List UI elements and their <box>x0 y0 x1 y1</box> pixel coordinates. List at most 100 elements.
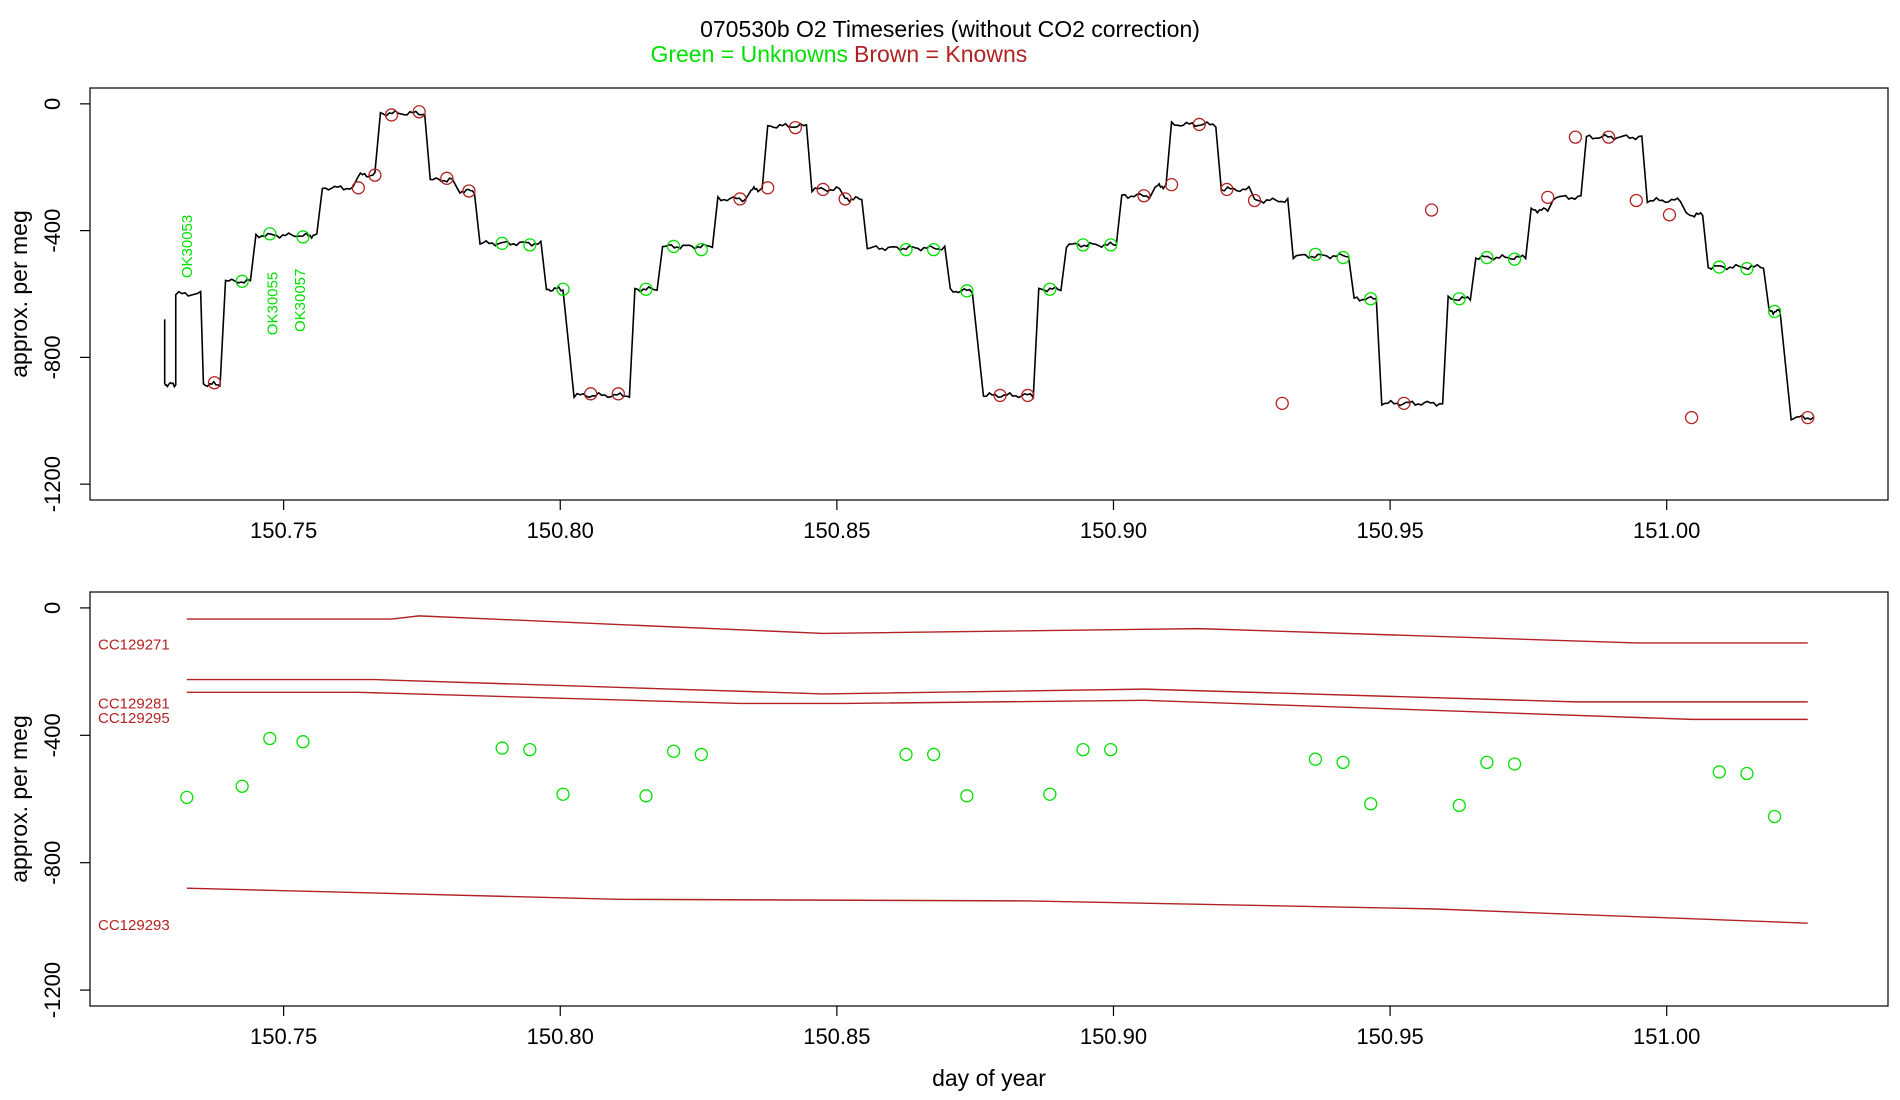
unknown-point <box>639 789 653 803</box>
unknown-point <box>667 239 681 254</box>
sample-annotation: OK30055 <box>265 272 282 335</box>
legend-knowns: Brown = Knowns <box>854 41 1027 67</box>
x-tick-label: 150.95 <box>1356 1024 1423 1049</box>
x-tick-label: 150.95 <box>1356 518 1423 543</box>
known-point <box>1275 396 1289 410</box>
known-point <box>1568 130 1583 144</box>
sample-annotation: OK30057 <box>292 269 309 332</box>
unknown-point <box>235 274 249 288</box>
y-tick-label: 0 <box>40 98 65 110</box>
unknown-point <box>1740 766 1754 781</box>
x-tick-label: 150.75 <box>250 518 317 543</box>
unknown-point <box>899 747 913 762</box>
y-tick-label: -1200 <box>40 962 65 1018</box>
known-standard-line <box>186 691 1808 721</box>
plot-frame <box>89 87 1889 501</box>
known-point <box>1684 410 1699 425</box>
unknown-point <box>1104 742 1118 757</box>
unknown-point <box>556 787 570 801</box>
known-point <box>816 182 830 197</box>
known-point <box>412 105 426 119</box>
known-point <box>788 120 803 135</box>
x-tick-label: 150.75 <box>250 1024 317 1049</box>
unknown-point <box>263 227 277 241</box>
unknown-point <box>1767 809 1782 824</box>
unknown-point <box>1364 292 1378 306</box>
known-point <box>1192 117 1206 132</box>
unknown-point <box>296 230 310 244</box>
known-point <box>462 184 476 198</box>
known-point <box>440 171 454 185</box>
unknown-point <box>1308 247 1323 262</box>
known-point <box>1137 189 1151 203</box>
unknown-point <box>495 741 509 755</box>
y-tick-label: -400 <box>40 713 65 757</box>
unknown-point <box>1480 755 1494 770</box>
known-standard-label: CC129295 <box>98 710 170 727</box>
known-point <box>368 168 382 182</box>
known-standard-line <box>186 615 1808 644</box>
unknown-point <box>1452 798 1466 813</box>
known-point <box>1424 203 1439 217</box>
known-point <box>351 181 365 195</box>
data-trace <box>164 109 1814 421</box>
bottom-panel: 150.75 150.80 150.85 150.90 150.95 151.00 0 -40… <box>6 591 1889 1091</box>
legend-unknowns: Green = Unknowns <box>650 41 848 67</box>
x-tick-label: 150.85 <box>803 518 870 543</box>
known-point <box>1629 193 1643 208</box>
x-tick-label: 151.00 <box>1633 1024 1700 1049</box>
known-standard-label: CC129271 <box>98 637 170 654</box>
known-point <box>761 181 775 195</box>
known-point <box>1801 410 1815 425</box>
unknown-point <box>899 242 913 257</box>
unknown-point <box>1767 304 1782 319</box>
known-point <box>384 108 399 122</box>
unknown-point <box>523 742 537 757</box>
unknown-point <box>1507 252 1522 266</box>
unknown-point <box>1364 797 1378 811</box>
known-point <box>1247 193 1262 208</box>
unknown-point <box>667 744 681 758</box>
known-point <box>584 387 598 401</box>
known-point <box>207 376 222 390</box>
unknown-point <box>1740 261 1754 276</box>
y-tick-label: -800 <box>40 841 65 885</box>
unknown-point <box>1308 752 1323 766</box>
unknown-point <box>1712 765 1726 779</box>
sample-annotation: OK30053 <box>179 215 196 278</box>
x-tick-label: 150.80 <box>527 1024 594 1049</box>
unknown-point <box>960 789 974 803</box>
known-point <box>1541 190 1555 204</box>
known-standard-line <box>186 887 1808 924</box>
unknown-point <box>1076 742 1090 757</box>
unknown-point <box>1043 282 1057 296</box>
chart-title: 070530b O2 Timeseries (without CO2 corre… <box>700 16 1200 42</box>
x-axis-label: day of year <box>932 1065 1046 1091</box>
unknown-point <box>927 747 941 762</box>
unknown-point <box>235 779 249 793</box>
unknown-point <box>1336 755 1350 770</box>
unknown-point <box>263 731 277 746</box>
known-point <box>1662 208 1677 222</box>
unknown-point <box>1336 250 1350 265</box>
known-point <box>993 388 1007 403</box>
unknown-point <box>960 284 974 298</box>
known-point <box>838 192 852 206</box>
y-tick-label: -1200 <box>40 456 65 512</box>
unknown-point <box>694 242 708 257</box>
top-panel: 150.75 150.80 150.85 150.90 150.95 151.00 0 -40… <box>6 87 1889 543</box>
unknown-point <box>1043 787 1057 801</box>
unknown-point <box>1104 238 1118 252</box>
known-standard-label: CC129293 <box>98 917 170 934</box>
unknown-point <box>1452 292 1466 306</box>
x-tick-label: 150.90 <box>1080 518 1147 543</box>
y-axis-label: approx. per meg <box>6 210 32 377</box>
known-point <box>1021 388 1035 403</box>
unknown-point <box>1712 260 1726 274</box>
x-tick-label: 151.00 <box>1633 518 1700 543</box>
known-standard-line <box>186 678 1808 703</box>
x-tick-label: 150.85 <box>803 1024 870 1049</box>
unknown-point <box>1076 238 1090 252</box>
x-tick-label: 150.80 <box>527 518 594 543</box>
